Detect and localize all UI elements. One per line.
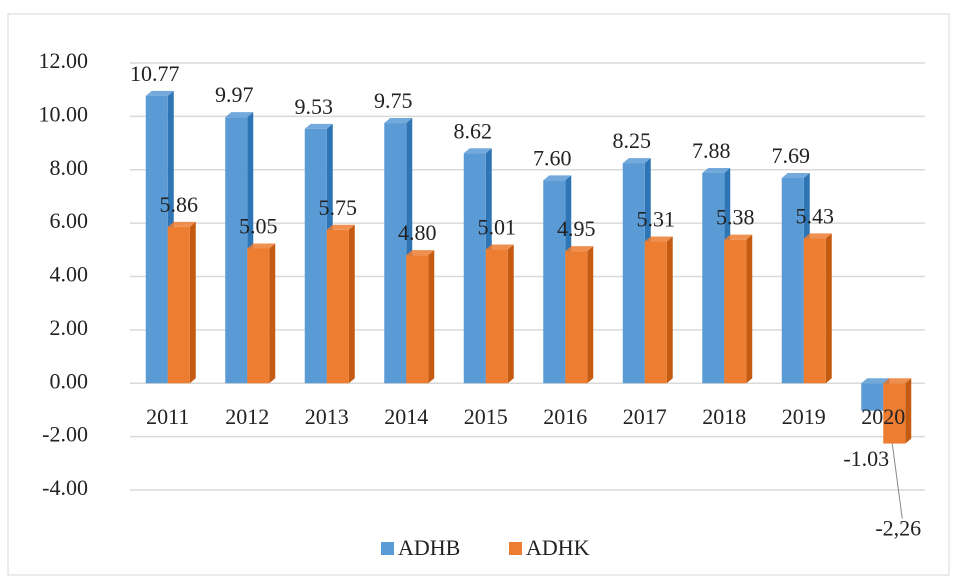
x-tick-label: 2015 — [464, 404, 508, 429]
data-label: 5.86 — [160, 192, 199, 217]
bar — [861, 383, 884, 411]
x-tick-label: 2014 — [384, 404, 428, 429]
bar-side — [189, 221, 196, 384]
bar — [326, 229, 349, 384]
data-label: 5.31 — [637, 207, 676, 232]
data-label: 4.95 — [557, 216, 596, 241]
bar — [406, 255, 429, 384]
bar — [781, 178, 804, 384]
y-tick-label: 2.00 — [50, 315, 89, 340]
x-tick-label: 2016 — [543, 404, 587, 429]
data-label: -1.03 — [843, 446, 889, 471]
data-label: 9.53 — [295, 94, 334, 119]
bar-top — [702, 167, 731, 173]
bar-top — [406, 250, 435, 256]
bar — [304, 128, 327, 384]
leader-line — [891, 443, 903, 519]
data-label: 5.01 — [478, 215, 517, 240]
bar — [883, 383, 906, 444]
bar-top — [781, 173, 810, 179]
y-tick-label: 6.00 — [50, 208, 89, 233]
bar-top — [565, 246, 594, 252]
bar-top — [225, 112, 254, 118]
bar — [225, 117, 248, 384]
y-tick-label: 12.00 — [39, 48, 89, 73]
x-tick-label: 2011 — [146, 404, 189, 429]
bar-top — [861, 378, 890, 384]
bar — [485, 249, 508, 384]
bar-side — [269, 243, 276, 384]
bar-top — [304, 123, 333, 129]
x-tick-label: 2013 — [305, 404, 349, 429]
x-tick-label: 2017 — [623, 404, 667, 429]
y-tick-label: -2.00 — [42, 422, 88, 447]
x-tick-label: 2020 — [861, 404, 905, 429]
bar — [803, 238, 826, 384]
x-tick-label: 2012 — [225, 404, 269, 429]
data-label: 5.38 — [716, 205, 755, 230]
bar — [565, 251, 588, 384]
legend-label: ADHB — [398, 535, 460, 560]
legend-swatch — [381, 542, 394, 555]
bar-side — [666, 236, 673, 384]
bar — [167, 226, 190, 384]
bar-top — [463, 148, 492, 154]
bar-side — [905, 378, 912, 444]
x-tick-label: 2018 — [702, 404, 746, 429]
bar-top — [384, 118, 413, 124]
bar-top — [644, 236, 673, 242]
y-tick-label: 8.00 — [50, 155, 89, 180]
data-label: 9.75 — [374, 88, 413, 113]
bar — [543, 180, 566, 384]
data-label: 10.77 — [130, 61, 180, 86]
bar — [463, 153, 486, 384]
bar — [247, 248, 270, 384]
bar-top — [145, 90, 174, 96]
legend-swatch — [509, 542, 522, 555]
bar — [622, 163, 645, 384]
y-tick-label: 4.00 — [50, 262, 89, 287]
bar-side — [587, 246, 594, 384]
data-label: 7.60 — [533, 145, 572, 170]
bar-top — [326, 224, 355, 230]
data-label: 5.43 — [796, 203, 835, 228]
bar-top — [543, 175, 572, 181]
x-tick-label: 2019 — [782, 404, 826, 429]
data-label: 8.25 — [613, 128, 652, 153]
legend-label: ADHK — [526, 535, 590, 560]
bar — [702, 172, 725, 384]
data-label: 7.88 — [692, 138, 731, 163]
bar-top — [803, 233, 832, 239]
bar — [644, 241, 667, 384]
y-tick-label: 10.00 — [39, 101, 89, 126]
y-tick-label: -4.00 — [42, 475, 88, 500]
bar — [145, 95, 168, 384]
bar-top — [883, 378, 912, 384]
bar-side — [507, 244, 514, 384]
y-tick-label: 0.00 — [50, 368, 89, 393]
bar-side — [746, 234, 753, 384]
bar-top — [622, 158, 651, 164]
bar-top — [485, 244, 514, 250]
data-label: 8.62 — [454, 118, 493, 143]
bar — [724, 239, 747, 384]
data-label: 7.69 — [772, 143, 811, 168]
bar-side — [348, 224, 355, 384]
data-label: -2,26 — [875, 516, 921, 541]
bar-side — [428, 250, 435, 384]
data-label: 4.80 — [398, 220, 437, 245]
data-label: 5.05 — [239, 214, 278, 239]
bar-top — [167, 221, 196, 227]
data-label: 5.75 — [319, 195, 358, 220]
bar-side — [825, 233, 832, 384]
data-label: 9.97 — [215, 82, 254, 107]
bar-top — [724, 234, 753, 240]
bar-top — [247, 243, 276, 249]
bar — [384, 123, 407, 384]
